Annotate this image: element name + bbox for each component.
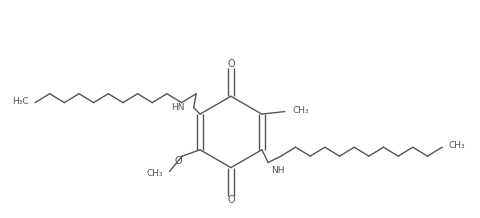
Text: O: O — [174, 156, 182, 166]
Text: CH₃: CH₃ — [146, 169, 163, 179]
Text: HN: HN — [171, 103, 184, 112]
Text: O: O — [227, 59, 234, 69]
Text: H₃C: H₃C — [12, 97, 29, 106]
Text: CH₃: CH₃ — [292, 106, 309, 115]
Text: CH₃: CH₃ — [447, 141, 464, 150]
Text: O: O — [227, 195, 234, 205]
Text: NH: NH — [270, 166, 284, 175]
